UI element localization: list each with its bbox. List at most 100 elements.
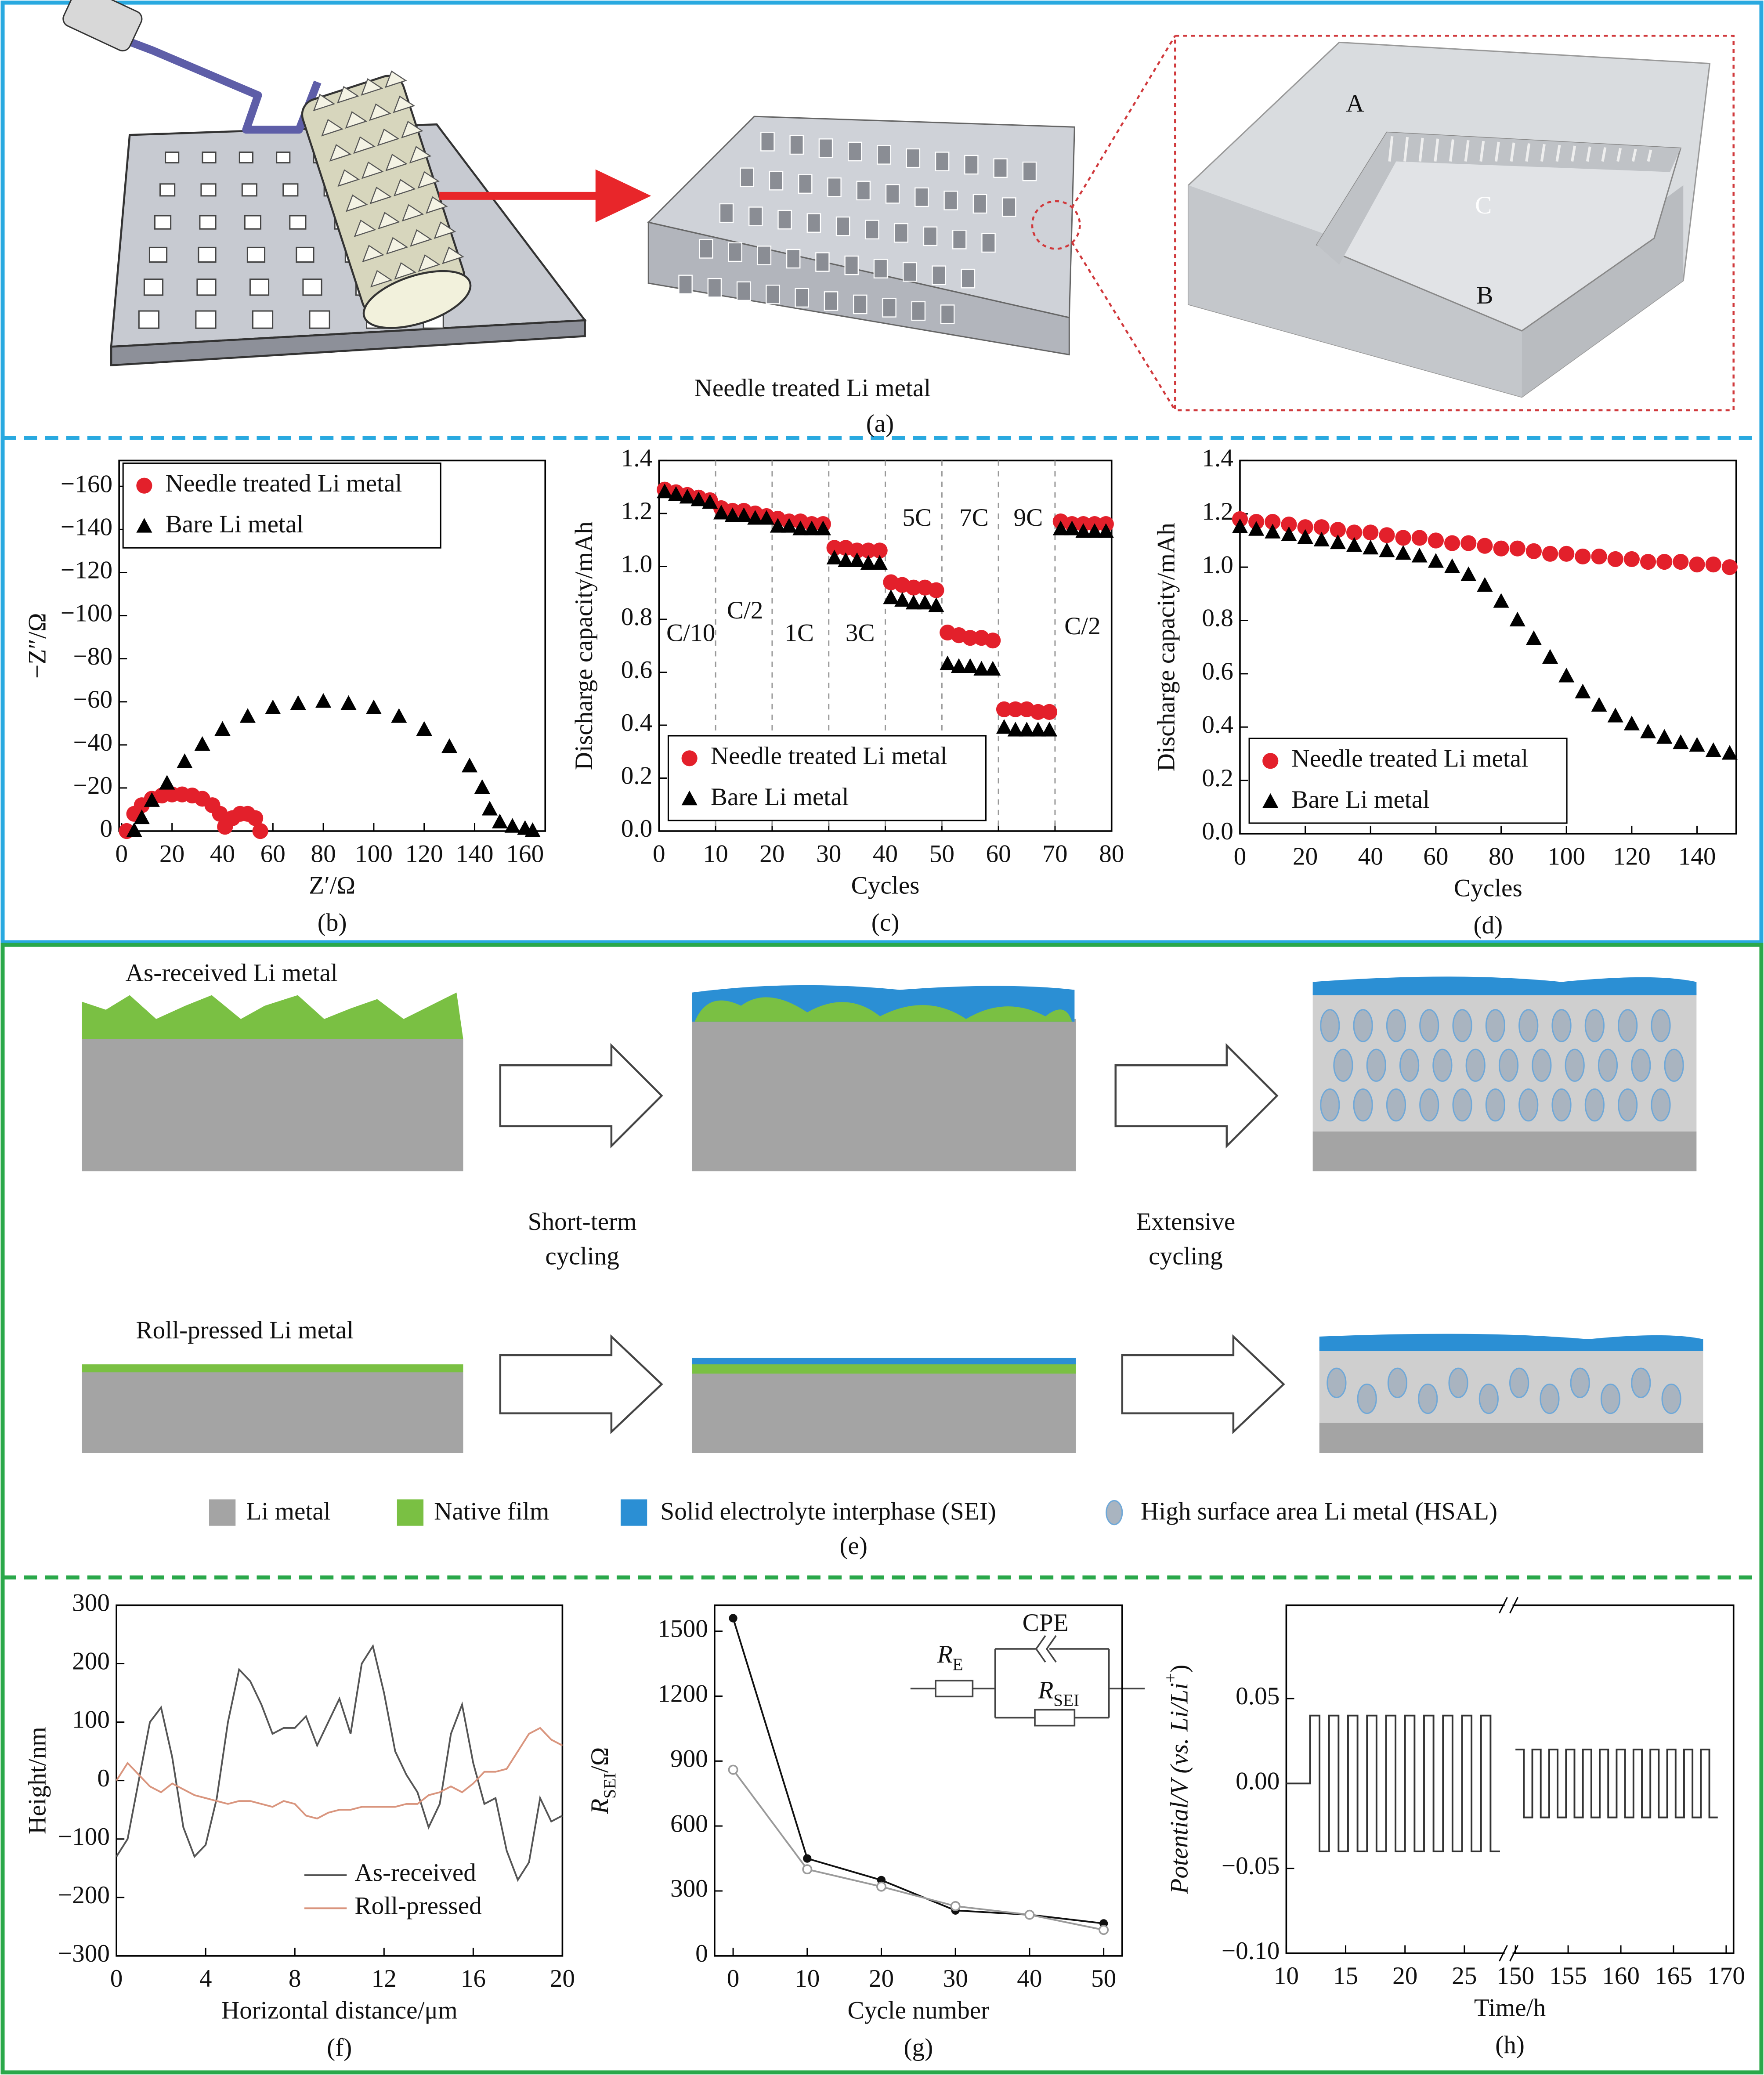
stripe	[1647, 149, 1652, 162]
data-point	[1330, 534, 1346, 549]
y-tick-label: 1.2	[1202, 498, 1233, 525]
particle	[1366, 1048, 1386, 1082]
data-point	[1313, 519, 1330, 535]
particle	[1651, 1088, 1671, 1122]
step-arrow	[499, 1334, 663, 1435]
particle	[1353, 1009, 1373, 1042]
data-point	[1477, 577, 1493, 592]
data-point	[365, 699, 382, 715]
data-line	[116, 1727, 563, 1820]
cpe	[1045, 1635, 1057, 1663]
axis-break	[1499, 1945, 1508, 1962]
hole	[798, 174, 813, 194]
data-point	[177, 753, 193, 768]
data-point	[1591, 697, 1607, 712]
data-point	[1411, 530, 1428, 546]
x-tick-label: 60	[260, 840, 286, 868]
hole	[873, 259, 888, 278]
legend-label: Needle treated Li metal	[711, 742, 947, 770]
zoom-line	[1071, 35, 1176, 209]
data-point	[1542, 546, 1558, 562]
data-point	[136, 518, 152, 533]
region-label: B	[1476, 282, 1493, 309]
data-point	[985, 633, 1001, 649]
hole	[252, 310, 274, 329]
inset-label: CPE	[1023, 1609, 1069, 1637]
data-point	[1395, 545, 1411, 560]
y-tick-label: 0.0	[621, 815, 653, 842]
spike	[369, 186, 392, 204]
hole	[769, 170, 784, 191]
y-tick-label: −0.05	[1222, 1852, 1280, 1880]
data-point	[461, 757, 478, 773]
particle	[1478, 1383, 1499, 1414]
x-tick-label: 8	[289, 1965, 301, 1992]
x-tick-label: 20	[759, 840, 784, 868]
particle	[1320, 1009, 1340, 1042]
data-point	[1444, 535, 1460, 551]
data-point	[758, 510, 775, 525]
spike	[329, 144, 352, 162]
data-point	[481, 801, 498, 816]
legend-label: Native film	[434, 1498, 549, 1526]
x-tick-label: 80	[311, 840, 336, 868]
data-point	[781, 518, 797, 533]
data-point	[1493, 593, 1509, 608]
particle	[1565, 1048, 1585, 1082]
y-axis-label-part: )	[1166, 1665, 1193, 1673]
particle	[1540, 1383, 1560, 1414]
data-point	[849, 542, 865, 559]
data-point	[265, 699, 281, 715]
hole	[943, 191, 958, 210]
data-point	[1265, 513, 1281, 530]
panel-caption: (c)	[871, 909, 900, 936]
data-point	[1232, 518, 1248, 533]
legend-frame	[667, 735, 987, 821]
particle	[1518, 1088, 1539, 1122]
x-tick-label: 0	[116, 840, 128, 868]
data-point	[492, 813, 508, 828]
data-point	[871, 555, 888, 570]
x-axis-label: Horizontal distance/μm	[221, 1997, 458, 2024]
particle	[1551, 1088, 1572, 1122]
hole	[789, 135, 804, 155]
data-point	[1558, 546, 1575, 562]
hole	[856, 181, 871, 201]
plot-frame	[1239, 459, 1737, 835]
data-point	[1607, 551, 1623, 568]
y-tick-label: 0	[100, 815, 112, 842]
roller-end	[362, 270, 472, 329]
x-tick-label: 15	[1333, 1962, 1358, 1990]
data-point	[928, 597, 944, 612]
x-tick-label: 0	[727, 1965, 740, 1992]
hole	[678, 275, 693, 295]
hole	[138, 310, 160, 329]
data-point	[1542, 649, 1558, 664]
data-point	[1656, 553, 1673, 570]
particle	[1353, 1088, 1373, 1122]
legend-swatch	[397, 1499, 424, 1526]
data-point	[1558, 668, 1575, 683]
data-point	[1297, 519, 1313, 535]
y-axis-label-part: Potential/V (vs. Li/Li	[1166, 1683, 1193, 1894]
x-tick-label: 50	[1091, 1965, 1116, 1992]
y-axis-label-part: R	[586, 1799, 614, 1815]
hole	[952, 230, 967, 249]
particle	[1419, 1009, 1439, 1042]
x-tick-label: 165	[1655, 1962, 1692, 1990]
cpe	[1035, 1635, 1046, 1663]
data-point	[1024, 1909, 1035, 1920]
zoom-circle	[1031, 200, 1081, 250]
stripe	[1418, 137, 1424, 162]
data-point	[804, 521, 820, 535]
hole	[165, 151, 180, 164]
x-tick-label: 20	[1293, 842, 1318, 870]
stripe	[1449, 139, 1454, 162]
data-point	[1346, 537, 1363, 552]
y-axis-label: Discharge capacity/mAh	[1152, 523, 1180, 771]
legend-label: Roll-pressed	[354, 1892, 481, 1920]
x-axis-label: Cycle number	[848, 1997, 990, 2024]
x-tick-label: 4	[199, 1965, 212, 1992]
hsal-particles	[1320, 1009, 1684, 1414]
data-point	[1265, 524, 1281, 539]
